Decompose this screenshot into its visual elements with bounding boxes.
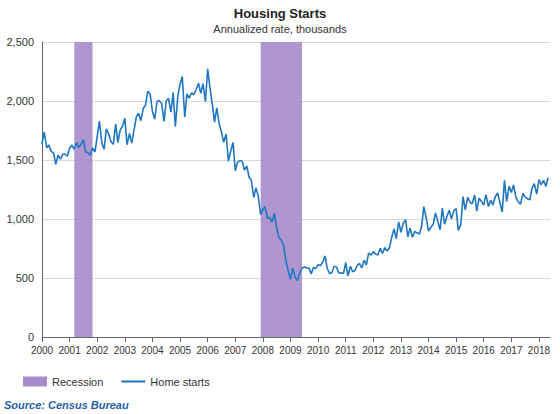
svg-text:2014: 2014 [417, 345, 440, 356]
svg-text:2003: 2003 [114, 345, 137, 356]
svg-text:2005: 2005 [169, 345, 192, 356]
svg-text:2011: 2011 [335, 345, 357, 356]
svg-text:Annualized rate, thousands: Annualized rate, thousands [213, 23, 347, 35]
svg-text:0: 0 [28, 331, 34, 343]
svg-text:Source: Census Bureau: Source: Census Bureau [4, 399, 129, 411]
svg-text:2012: 2012 [362, 345, 385, 356]
svg-text:1,500: 1,500 [6, 154, 34, 166]
svg-text:2,500: 2,500 [6, 36, 34, 48]
svg-text:2015: 2015 [445, 345, 468, 356]
svg-text:2013: 2013 [390, 345, 413, 356]
svg-text:Home starts: Home starts [150, 376, 210, 388]
svg-text:2010: 2010 [307, 345, 330, 356]
svg-text:2016: 2016 [473, 345, 496, 356]
svg-text:2001: 2001 [58, 345, 81, 356]
svg-text:2018: 2018 [528, 345, 551, 356]
svg-text:2000: 2000 [31, 345, 54, 356]
svg-text:2006: 2006 [197, 345, 220, 356]
svg-text:2002: 2002 [86, 345, 109, 356]
svg-text:500: 500 [16, 272, 34, 284]
svg-text:2009: 2009 [279, 345, 302, 356]
svg-text:2,000: 2,000 [6, 95, 34, 107]
svg-text:Housing Starts: Housing Starts [234, 6, 326, 21]
svg-text:Recession: Recession [52, 376, 103, 388]
svg-text:2008: 2008 [252, 345, 275, 356]
svg-text:2017: 2017 [500, 345, 523, 356]
svg-text:2004: 2004 [141, 345, 164, 356]
svg-text:1,000: 1,000 [6, 213, 34, 225]
svg-text:2007: 2007 [224, 345, 247, 356]
